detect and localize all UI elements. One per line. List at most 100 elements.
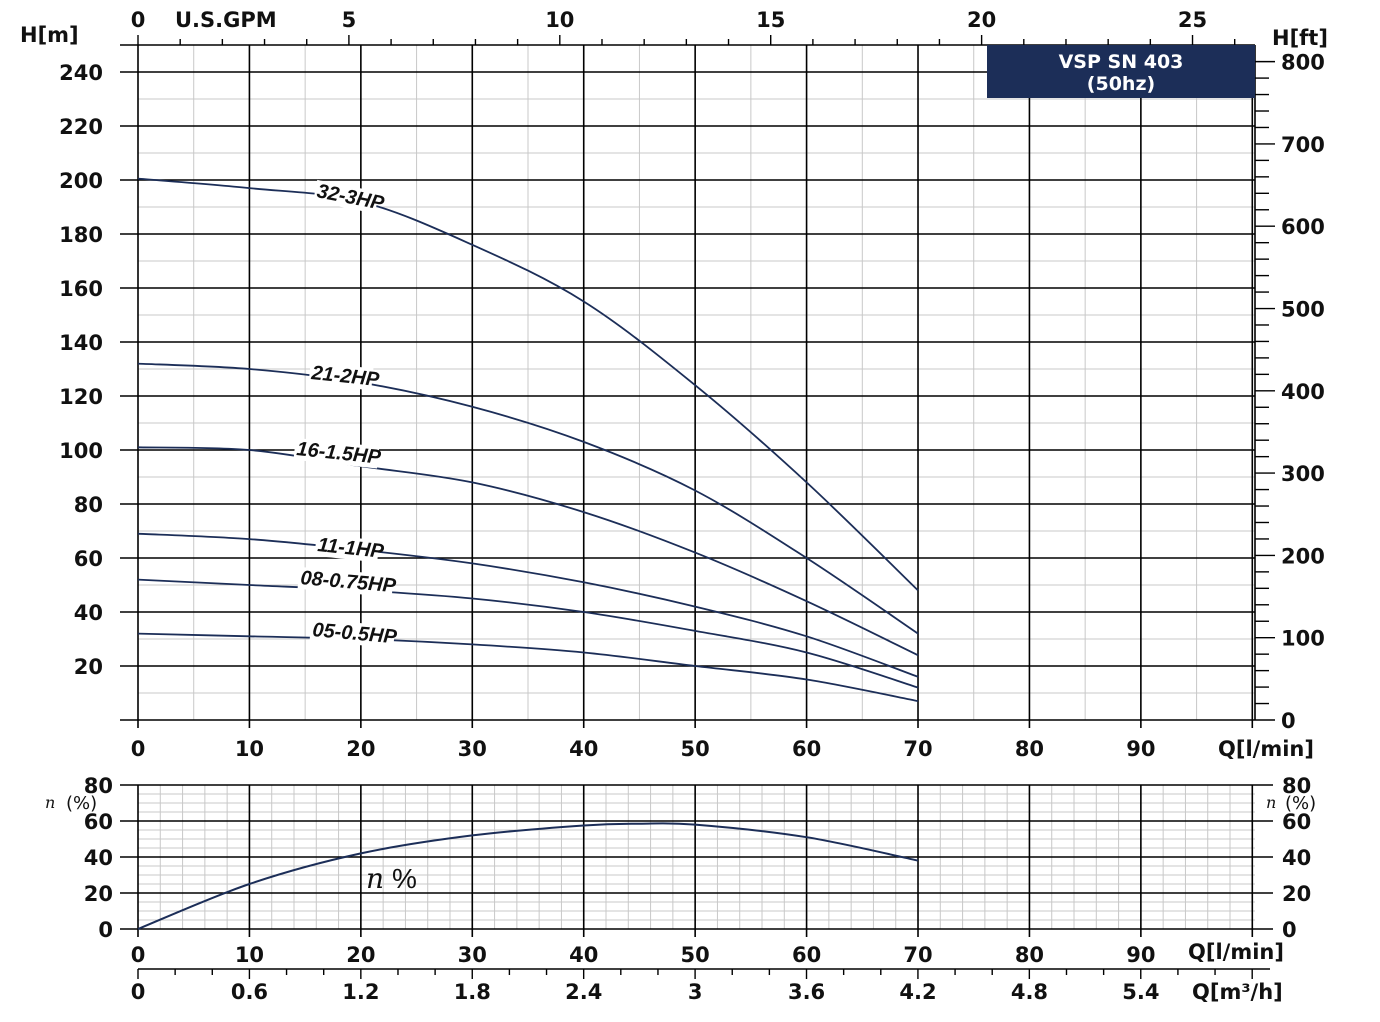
y-tick-label: 140 [59, 331, 103, 355]
eff-x-tick-label: 70 [903, 943, 932, 967]
y2-tick-label: 800 [1281, 51, 1325, 75]
y2-tick-label: 500 [1281, 298, 1325, 322]
m3h-tick-label: 1.8 [454, 980, 491, 1004]
curve-21-2HP [137, 362, 919, 635]
efficiency-chart-grid [120, 784, 1273, 937]
x-tick-label: 60 [792, 737, 821, 761]
x-tick-label: 90 [1126, 737, 1155, 761]
title-line-2: (50hz) [1087, 73, 1155, 95]
x-tick-label: 30 [458, 737, 487, 761]
eff-y2-tick-label: 40 [1282, 846, 1311, 870]
eff-x-tick-label: 90 [1126, 943, 1155, 967]
y2-tick-label: 400 [1281, 380, 1325, 404]
y2-axis-label-ft: H[ft] [1272, 26, 1328, 50]
y2-tick-label: 300 [1281, 462, 1325, 486]
eff-x-tick-label: 10 [235, 943, 264, 967]
m3h-tick-label: 3 [688, 980, 703, 1004]
y-tick-label: 180 [59, 223, 103, 247]
m3h-tick-label: 0.6 [231, 980, 268, 1004]
y2-tick-label: 100 [1281, 627, 1325, 651]
y-tick-label: 40 [74, 601, 103, 625]
eff-x-tick-label: 60 [792, 943, 821, 967]
eff-x-tick-label: 50 [681, 943, 710, 967]
curve-label: 21-2HP [309, 362, 380, 391]
eta-axis-label-left: n (%) [45, 793, 97, 814]
curve-label: 16-1.5HP [295, 438, 382, 469]
y2-tick-label: 700 [1281, 133, 1325, 157]
y2-tick-label: 600 [1281, 215, 1325, 239]
curve-05-0.5HP [137, 632, 919, 702]
eta-curve-label: n % [366, 862, 417, 895]
head-chart-grid [120, 44, 1255, 728]
eff-x-tick-label: 0 [131, 943, 146, 967]
y-tick-label: 220 [59, 115, 103, 139]
y-axis-label-m: H[m] [20, 23, 79, 47]
m3h-tick-label: 0 [131, 980, 146, 1004]
curve-16-1.5HP [137, 446, 919, 657]
eta-curve-percent: % [392, 863, 417, 894]
x-tick-label: 0 [131, 737, 146, 761]
efficiency-curve [137, 822, 919, 930]
m3h-tick-label: 3.6 [788, 980, 825, 1004]
y-tick-label: 200 [59, 169, 103, 193]
title-line-1: VSP SN 403 [1059, 51, 1184, 73]
x-tick-label: 20 [346, 737, 375, 761]
y-tick-label: 100 [59, 439, 103, 463]
eff-y2-tick-label: 80 [1282, 774, 1311, 798]
curve-label: 32-3HP [315, 180, 386, 215]
eta-percent-label: (%) [1285, 793, 1316, 814]
eff-y2-tick-label: 0 [1282, 918, 1297, 942]
gpm-tick-label: 5 [342, 8, 357, 32]
eff-y-tick-label: 20 [84, 882, 113, 906]
eff-y2-tick-label: 20 [1282, 882, 1311, 906]
m3h-tick-label: 5.4 [1122, 980, 1159, 1004]
eff-y2-tick-label: 60 [1282, 810, 1311, 834]
eff-y-tick-label: 80 [84, 774, 113, 798]
x-tick-label: 70 [903, 737, 932, 761]
eta-symbol: n [1266, 793, 1276, 812]
eff-x-tick-label: 80 [1015, 943, 1044, 967]
x-tick-label: 50 [681, 737, 710, 761]
x-axis-label-lmin: Q[l/min] [1218, 737, 1314, 761]
curve-32-3HP [137, 177, 919, 592]
x2-axis-label-m3h: Q[m³/h] [1192, 980, 1283, 1004]
y-tick-label: 60 [74, 547, 103, 571]
m3h-tick-label: 4.2 [899, 980, 936, 1004]
m3h-tick-label: 1.2 [342, 980, 379, 1004]
y-tick-label: 240 [59, 61, 103, 85]
efficiency-curve-line [137, 822, 919, 930]
x-tick-label: 10 [235, 737, 264, 761]
curve-label: 05-0.5HP [312, 619, 399, 648]
y-tick-label: 120 [59, 385, 103, 409]
eff-x-axis-label-lmin: Q[l/min] [1188, 940, 1284, 964]
title-box: VSP SN 403 (50hz) [987, 45, 1255, 98]
y-tick-label: 20 [74, 655, 103, 679]
gpm-tick-label: 10 [545, 8, 574, 32]
eta-axis-label-right: n (%) [1266, 793, 1316, 814]
m3h-tick-label: 4.8 [1011, 980, 1048, 1004]
y2-tick-label: 0 [1281, 709, 1296, 733]
curve-08-0.75HP [137, 578, 919, 689]
gpm-tick-label: 15 [756, 8, 785, 32]
eta-percent-label: (%) [66, 793, 97, 814]
gpm-tick-label: 25 [1178, 8, 1207, 32]
y2-tick-label: 200 [1281, 544, 1325, 568]
top-axis-label-gpm: U.S.GPM [175, 8, 277, 32]
y-tick-label: 80 [74, 493, 103, 517]
y-tick-label: 160 [59, 277, 103, 301]
eff-x-tick-label: 30 [458, 943, 487, 967]
eff-x-tick-label: 40 [569, 943, 598, 967]
eta-symbol: n [45, 793, 55, 812]
curve-11-1HP [137, 532, 919, 678]
eff-y-tick-label: 40 [84, 846, 113, 870]
x-tick-label: 40 [569, 737, 598, 761]
gpm-tick-label: 0 [131, 8, 146, 32]
eff-x-tick-label: 20 [346, 943, 375, 967]
gpm-tick-label: 20 [967, 8, 996, 32]
eff-y-tick-label: 0 [98, 918, 113, 942]
eta-curve-symbol: n [366, 862, 384, 895]
x-tick-label: 80 [1015, 737, 1044, 761]
